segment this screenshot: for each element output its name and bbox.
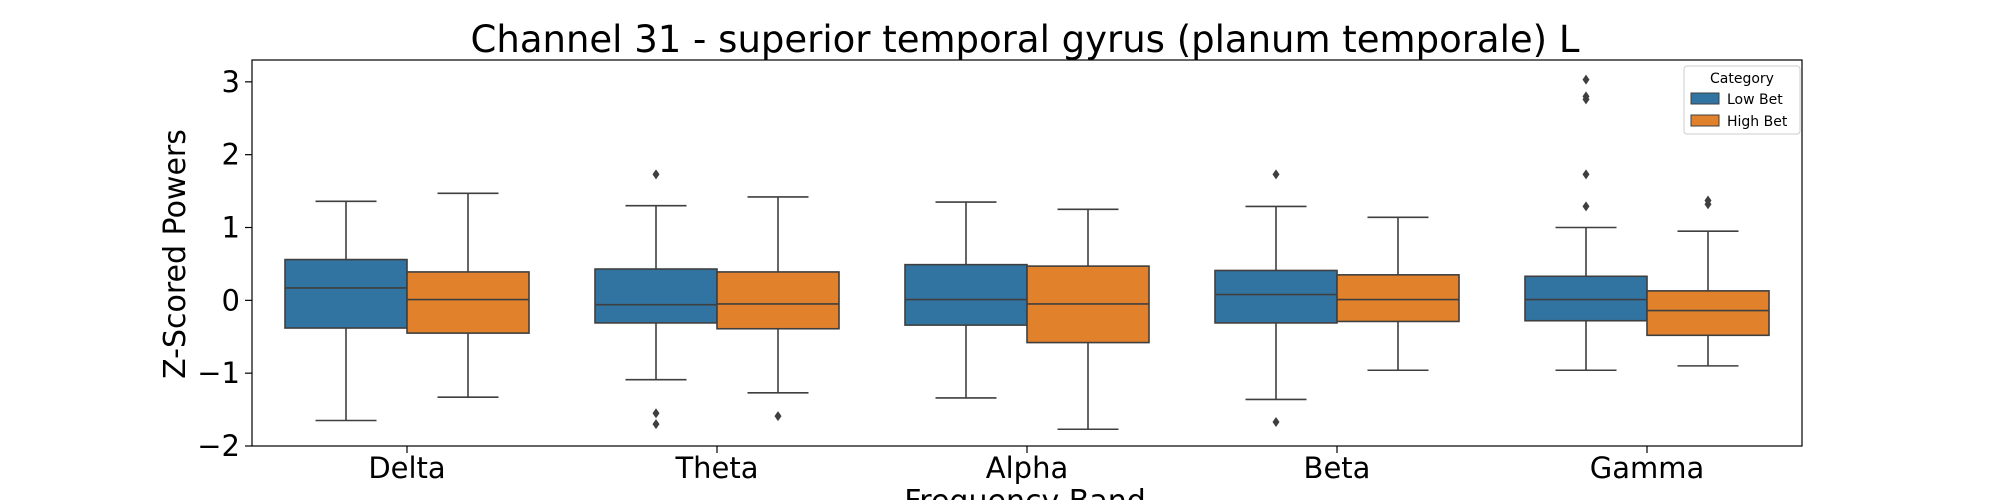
outlier-point-high-bet	[774, 411, 782, 422]
plot-area: −2 −1 0 1 2 3 Delta Theta Alpha Beta Gamma	[197, 59, 1803, 485]
box-low-bet	[594, 268, 718, 324]
x-axis-label: Frequency Band	[904, 484, 1146, 500]
box-high-bet	[406, 271, 530, 334]
outlier-point-low-bet	[1582, 74, 1590, 85]
legend-swatch-high-bet	[1690, 114, 1720, 127]
box-low-bet	[904, 263, 1028, 326]
y-axis-label: Z-Scored Powers	[158, 129, 193, 379]
outlier-point-low-bet	[1272, 169, 1280, 180]
box-low-bet	[1524, 275, 1648, 322]
legend-swatch-low-bet	[1690, 92, 1720, 105]
outlier-point-low-bet	[1582, 94, 1590, 105]
y-tick-label: 1	[222, 211, 240, 245]
y-tick-label: 3	[222, 65, 240, 99]
x-tick-label: Alpha	[986, 451, 1068, 485]
y-tick-label: 0	[222, 283, 240, 317]
box-high-bet	[716, 271, 840, 330]
chart-title: Channel 31 - superior temporal gyrus (pl…	[471, 18, 1580, 61]
outlier-point-low-bet	[1582, 169, 1590, 180]
box-low-bet	[1214, 269, 1338, 324]
x-tick-label: Delta	[368, 451, 445, 485]
x-tick-label: Theta	[674, 451, 758, 485]
outlier-point-high-bet	[1704, 199, 1712, 210]
legend-label-low-bet: Low Bet	[1727, 92, 1783, 108]
outlier-point-low-bet	[1582, 201, 1590, 212]
legend-label-high-bet: High Bet	[1727, 114, 1788, 130]
box-high-bet	[1336, 274, 1460, 323]
outlier-point-low-bet	[652, 169, 660, 180]
outlier-point-low-bet	[1272, 416, 1280, 427]
x-tick-label: Beta	[1304, 451, 1371, 485]
box-low-bet	[284, 258, 408, 329]
legend-title: Category	[1710, 71, 1774, 87]
x-tick-label: Gamma	[1590, 451, 1705, 485]
y-tick-label: −1	[197, 356, 240, 390]
y-tick-label: −2	[197, 429, 240, 463]
outlier-point-low-bet	[652, 408, 660, 419]
plot-frame	[251, 59, 1803, 447]
legend: Category Low Bet High Bet	[1683, 65, 1801, 135]
outlier-point-low-bet	[652, 419, 660, 430]
y-tick-label: 2	[222, 138, 240, 172]
box-high-bet	[1646, 290, 1770, 337]
